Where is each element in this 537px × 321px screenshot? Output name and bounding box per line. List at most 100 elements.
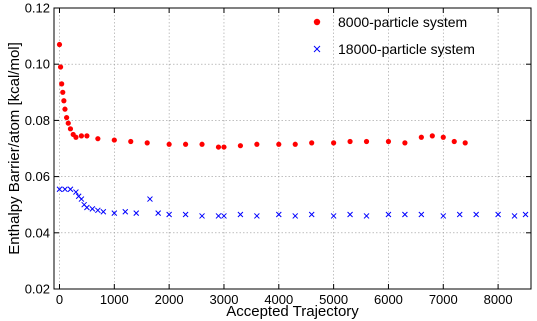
data-point <box>73 134 79 140</box>
data-point <box>122 208 129 215</box>
data-point <box>62 106 68 112</box>
data-point <box>363 138 370 145</box>
data-point <box>276 141 282 147</box>
x-tick-label: 8000 <box>484 292 513 307</box>
data-point <box>429 133 435 139</box>
data-point <box>56 186 63 193</box>
y-tick-label: 0.08 <box>25 113 50 128</box>
data-point <box>73 189 79 195</box>
data-point <box>385 211 392 218</box>
data-point <box>84 204 90 211</box>
legend-label-8000: 8000-particle system <box>338 14 467 30</box>
data-point <box>133 210 140 216</box>
data-point <box>473 211 480 218</box>
data-point <box>402 211 408 218</box>
data-point <box>59 81 65 87</box>
data-point <box>347 138 353 145</box>
data-point <box>462 140 468 146</box>
data-point <box>385 138 392 145</box>
y-axis-label: Enthalpy Barrier/atom [kcal/mol] <box>6 42 23 255</box>
data-point <box>147 196 153 202</box>
data-point <box>64 114 70 121</box>
x-tick-label: 1000 <box>100 292 129 307</box>
data-point <box>95 136 101 142</box>
data-point <box>166 211 172 218</box>
data-point <box>451 138 457 145</box>
data-point <box>56 41 63 48</box>
y-tick-label: 0.02 <box>25 282 50 297</box>
series-0 <box>56 41 468 150</box>
data-point <box>100 208 107 215</box>
data-point <box>331 140 337 146</box>
data-point <box>254 141 260 147</box>
legend: 8000-particle system 18000-particle syst… <box>313 14 475 57</box>
data-point <box>84 133 90 139</box>
data-point <box>78 133 85 139</box>
data-point <box>418 134 424 140</box>
data-point <box>215 213 222 219</box>
data-point <box>182 211 189 218</box>
axis-ticks: 0 1000 2000 3000 4000 5000 6000 7000 8000 0.02 0.0… <box>25 1 531 307</box>
data-point <box>182 141 189 147</box>
y-tick-label: 0.12 <box>25 1 50 16</box>
data-point <box>155 210 162 216</box>
data-point <box>440 134 446 140</box>
x-tick-label: 7000 <box>429 292 458 307</box>
legend-marker-18000 <box>313 45 321 53</box>
data-point <box>237 211 244 218</box>
data-point <box>254 213 260 219</box>
legend-marker-8000 <box>313 18 321 26</box>
data-point <box>128 138 134 145</box>
data-point <box>347 211 353 218</box>
x-tick-label: 3000 <box>210 292 239 307</box>
x-tick-label: 2000 <box>155 292 184 307</box>
data-point <box>363 213 370 219</box>
data-point <box>495 211 501 218</box>
data-point <box>61 98 67 104</box>
data-point <box>309 140 315 146</box>
data-point <box>292 141 298 147</box>
x-axis-label: Accepted Trajectory <box>226 303 359 320</box>
data-point <box>67 186 74 193</box>
data-point <box>199 141 205 147</box>
data-point <box>275 211 282 218</box>
data-point <box>199 213 205 219</box>
data-point <box>67 126 74 132</box>
data-point <box>221 213 227 219</box>
y-tick-label: 0.10 <box>25 57 50 72</box>
data-point <box>308 211 315 218</box>
series-1 <box>56 186 529 219</box>
data-point <box>111 210 118 216</box>
data-point <box>111 137 117 143</box>
data-point <box>522 211 529 218</box>
data-point <box>62 186 68 193</box>
y-tick-label: 0.04 <box>25 225 50 240</box>
data-point <box>95 207 101 214</box>
data-point <box>144 140 150 146</box>
data-point <box>221 144 227 150</box>
data-point <box>166 141 172 147</box>
data-point <box>511 213 518 219</box>
data-point <box>237 143 244 149</box>
x-tick-label: 6000 <box>374 292 403 307</box>
data-point <box>292 213 299 219</box>
data-point <box>330 213 337 219</box>
data-point <box>89 206 96 212</box>
data-point <box>440 213 447 219</box>
data-point <box>65 120 71 126</box>
y-tick-label: 0.06 <box>25 169 50 184</box>
plot-area <box>56 41 529 219</box>
data-point <box>456 211 463 218</box>
data-point <box>57 64 64 70</box>
x-tick-label: 5000 <box>319 292 348 307</box>
legend-label-18000: 18000-particle system <box>338 41 475 57</box>
data-point <box>215 144 222 150</box>
x-tick-label: 0 <box>56 292 63 307</box>
x-tick-label: 4000 <box>264 292 293 307</box>
plot-frame <box>53 7 532 290</box>
data-point <box>418 211 425 218</box>
data-point <box>60 89 66 95</box>
data-point <box>78 196 85 202</box>
